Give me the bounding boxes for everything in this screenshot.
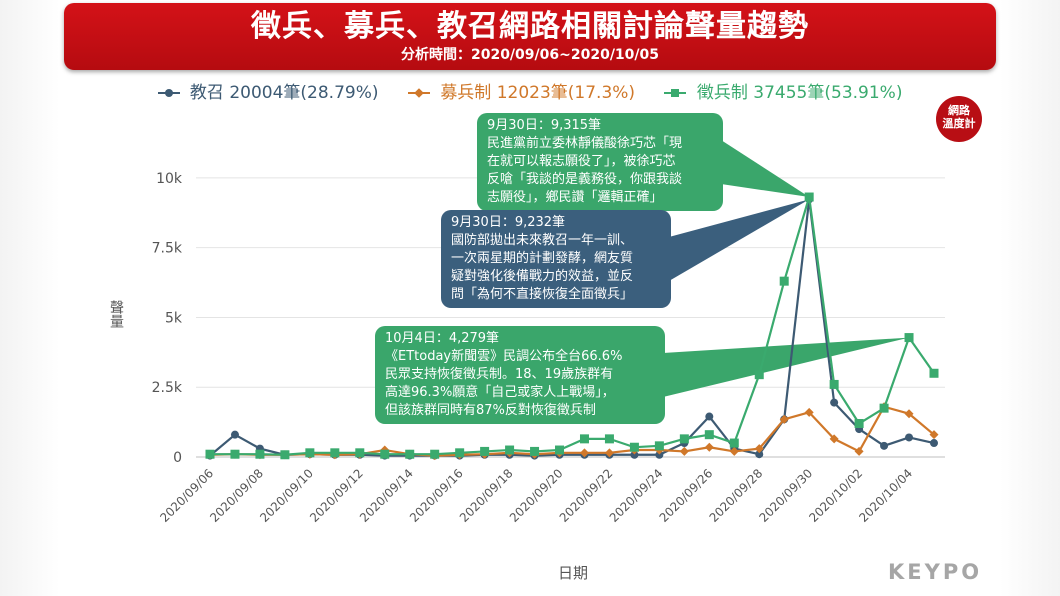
data-point (705, 412, 714, 421)
data-point (779, 414, 789, 424)
data-point (704, 430, 714, 440)
data-point (255, 449, 265, 459)
background-fade-right (1000, 0, 1060, 596)
data-point (629, 442, 639, 452)
keypo-logo: KEYPO (888, 560, 983, 584)
callout-text: 《ETtoday新聞雲》民調公布全台66.6% 民眾支持恢復徵兵制。18、19歲… (385, 349, 623, 418)
data-point (905, 433, 914, 442)
data-point (579, 434, 589, 444)
legend-swatch-conscription (664, 87, 687, 99)
data-point (804, 407, 814, 417)
series-2 (205, 192, 939, 460)
data-point (904, 333, 914, 343)
callout-heading: 10月4日：4,279筆 (385, 331, 500, 346)
data-point (904, 409, 914, 419)
data-point (829, 379, 839, 389)
legend-label-reservist: 教召 20004筆(28.79%) (189, 83, 379, 103)
legend-swatch-volunteer (407, 87, 430, 99)
data-point (280, 450, 290, 460)
callout-pointers (663, 140, 910, 397)
chart-legend: 教召 20004筆(28.79%) 募兵制 12023筆(17.3%) 徵兵制 … (0, 78, 1060, 103)
callout-pointer-sep30-reservist (669, 199, 810, 281)
data-point (579, 448, 589, 458)
data-point (530, 446, 540, 456)
data-point (879, 403, 889, 413)
data-point (704, 442, 714, 452)
legend-label-conscription: 徵兵制 37455筆(53.91%) (696, 83, 903, 103)
data-point (779, 276, 789, 286)
chart-title: 徵兵、募兵、教召網路相關討論聲量趨勢 (251, 9, 809, 44)
callout-pointer-oct4-conscription (663, 337, 910, 397)
legend-item-volunteer: 募兵制 12023筆(17.3%) (407, 78, 636, 103)
data-point (854, 419, 864, 429)
data-point (604, 448, 614, 458)
y-tick-label: 5k (165, 310, 183, 326)
data-point (230, 430, 239, 439)
data-point (679, 446, 689, 456)
data-point (480, 446, 490, 456)
data-point (655, 450, 664, 459)
callout-heading: 9月30日：9,232筆 (451, 215, 566, 230)
data-point (604, 434, 614, 444)
data-point (854, 446, 864, 456)
data-point (929, 368, 939, 378)
background-fade-left (0, 0, 60, 596)
data-point (654, 441, 664, 451)
callout-text: 民進黨前立委林靜儀酸徐巧芯「現 在就可以報志願役了」，被徐巧芯 反嗆「我談的是義… (487, 136, 683, 205)
legend-item-conscription: 徵兵制 37455筆(53.91%) (664, 78, 902, 103)
data-point (754, 370, 764, 380)
y-tick-label: 10k (156, 171, 183, 187)
data-point (455, 448, 465, 458)
callout-pointer-sep30-conscription (721, 140, 810, 198)
data-point (729, 446, 739, 456)
callout-oct4-conscription: 10月4日：4,279筆 《ETtoday新聞雲》民調公布全台66.6% 民眾支… (375, 326, 665, 424)
data-point (405, 449, 415, 459)
callout-sep30-reservist: 9月30日：9,232筆 國防部拋出未來教召一年一訓、 一次兩星期的計劃發酵，網… (441, 210, 671, 308)
x-axis-label: 日期 (558, 564, 589, 582)
badge-line-1: 網路 (948, 104, 970, 117)
x-tick-label: 2020/10/04 (856, 466, 915, 525)
data-point (330, 448, 340, 458)
net-thermometer-badge: 網路 溫度計 (936, 96, 982, 142)
callout-heading: 9月30日：9,315筆 (487, 118, 602, 133)
badge-line-2: 溫度計 (942, 117, 976, 130)
data-point (930, 439, 938, 448)
legend-item-reservist: 教召 20004筆(28.79%) (157, 78, 379, 103)
data-point (555, 445, 565, 455)
data-point (205, 449, 215, 459)
data-point (230, 449, 240, 459)
y-tick-label: 2.5k (152, 380, 183, 396)
title-banner: 徵兵、募兵、教召網路相關討論聲量趨勢 分析時間：2020/09/06~2020/… (64, 3, 996, 70)
legend-swatch-reservist (157, 87, 180, 99)
data-point (679, 434, 689, 444)
data-point (830, 398, 839, 407)
series-layer (205, 192, 939, 461)
data-point (929, 430, 939, 440)
data-point (829, 434, 839, 444)
y-axis-label: 聲量 (108, 300, 124, 328)
data-point (755, 450, 764, 459)
callout-text: 國防部拋出未來教召一年一訓、 一次兩星期的計劃發酵，網友質 疑對強化後備戰力的效… (451, 233, 634, 302)
data-point (804, 192, 814, 202)
data-point (630, 450, 639, 459)
data-point (430, 449, 440, 459)
data-point (729, 438, 739, 448)
data-point (505, 445, 515, 455)
callout-sep30-conscription: 9月30日：9,315筆 民進黨前立委林靜儀酸徐巧芯「現 在就可以報志願役了」，… (477, 113, 723, 211)
y-tick-label: 7.5k (152, 241, 183, 257)
data-point (880, 441, 889, 450)
y-tick-label: 0 (173, 450, 182, 466)
data-point (355, 448, 365, 458)
chart-subtitle: 分析時間：2020/09/06~2020/10/05 (400, 47, 660, 63)
data-point (305, 448, 315, 458)
legend-label-volunteer: 募兵制 12023筆(17.3%) (440, 83, 636, 103)
data-point (380, 449, 390, 459)
data-point (754, 444, 764, 454)
